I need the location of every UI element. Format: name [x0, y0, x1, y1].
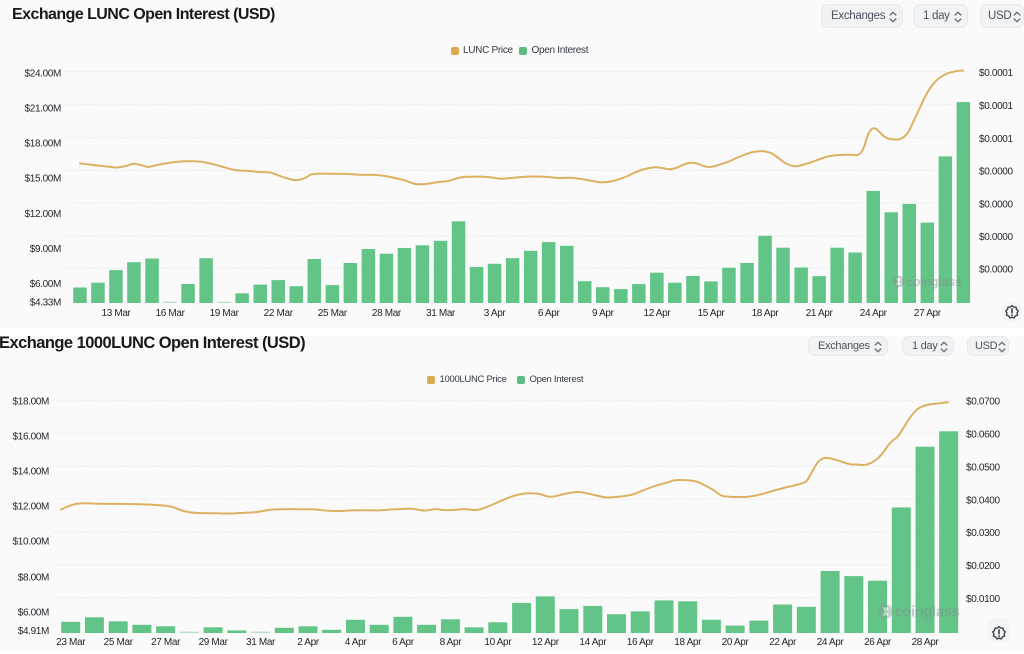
svg-text:$6.00M: $6.00M: [30, 279, 61, 290]
svg-text:$4.91M: $4.91M: [18, 626, 49, 637]
svg-text:$0.0100: $0.0100: [966, 594, 1000, 605]
svg-text:27 Mar: 27 Mar: [151, 637, 181, 648]
svg-text:$0.0001: $0.0001: [979, 134, 1013, 145]
svg-text:$0.0700: $0.0700: [966, 397, 1000, 408]
svg-text:$10.00M: $10.00M: [13, 537, 49, 548]
svg-text:19 Mar: 19 Mar: [210, 308, 240, 319]
svg-text:2 Apr: 2 Apr: [297, 637, 320, 648]
svg-text:$18.00M: $18.00M: [13, 396, 49, 407]
svg-text:$0.0600: $0.0600: [966, 430, 1000, 441]
svg-text:$12.00M: $12.00M: [25, 209, 61, 220]
svg-text:$0.0500: $0.0500: [966, 462, 1000, 473]
svg-text:21 Apr: 21 Apr: [806, 308, 834, 319]
svg-text:18 Apr: 18 Apr: [752, 308, 780, 319]
svg-text:12 Apr: 12 Apr: [643, 308, 671, 319]
svg-text:13 Mar: 13 Mar: [101, 308, 131, 319]
svg-text:$0.0200: $0.0200: [966, 561, 1000, 572]
svg-text:23 Mar: 23 Mar: [56, 637, 86, 648]
svg-text:29 Mar: 29 Mar: [199, 637, 229, 648]
svg-text:$0.0000: $0.0000: [979, 199, 1013, 210]
svg-text:16 Apr: 16 Apr: [627, 637, 655, 648]
svg-text:$16.00M: $16.00M: [13, 432, 49, 443]
svg-text:22 Apr: 22 Apr: [769, 637, 797, 648]
svg-text:31 Mar: 31 Mar: [246, 637, 276, 648]
svg-text:18 Apr: 18 Apr: [674, 637, 702, 648]
svg-text:$9.00M: $9.00M: [30, 244, 61, 255]
svg-text:$21.00M: $21.00M: [25, 104, 61, 115]
svg-text:26 Apr: 26 Apr: [864, 637, 892, 648]
svg-text:$12.00M: $12.00M: [13, 502, 49, 513]
svg-text:9 Apr: 9 Apr: [592, 308, 615, 319]
svg-text:$4.33M: $4.33M: [30, 298, 61, 309]
svg-text:31 Mar: 31 Mar: [426, 308, 456, 319]
svg-text:4 Apr: 4 Apr: [345, 637, 368, 648]
svg-text:25 Mar: 25 Mar: [318, 308, 348, 319]
svg-text:24 Apr: 24 Apr: [817, 637, 845, 648]
svg-text:24 Apr: 24 Apr: [860, 308, 888, 319]
svg-text:3 Apr: 3 Apr: [484, 308, 507, 319]
svg-text:10 Apr: 10 Apr: [484, 637, 512, 648]
svg-text:28 Apr: 28 Apr: [912, 637, 940, 648]
svg-text:$0.0001: $0.0001: [979, 68, 1013, 79]
svg-text:6 Apr: 6 Apr: [538, 308, 561, 319]
svg-text:20 Apr: 20 Apr: [722, 637, 750, 648]
svg-text:22 Mar: 22 Mar: [264, 308, 294, 319]
svg-text:$0.0001: $0.0001: [979, 101, 1013, 112]
svg-text:$6.00M: $6.00M: [18, 608, 49, 619]
svg-text:14 Apr: 14 Apr: [579, 637, 607, 648]
svg-text:$0.0300: $0.0300: [966, 528, 1000, 539]
svg-text:27 Apr: 27 Apr: [914, 308, 942, 319]
svg-text:8 Apr: 8 Apr: [440, 637, 463, 648]
svg-text:28 Mar: 28 Mar: [372, 308, 402, 319]
svg-text:coinglass: coinglass: [906, 275, 962, 289]
svg-text:$18.00M: $18.00M: [25, 139, 61, 150]
svg-text:$14.00M: $14.00M: [13, 466, 49, 477]
svg-text:coinglass: coinglass: [895, 605, 960, 621]
svg-text:6 Apr: 6 Apr: [392, 637, 415, 648]
svg-text:$8.00M: $8.00M: [18, 572, 49, 583]
svg-text:$0.0400: $0.0400: [966, 495, 1000, 506]
svg-text:25 Mar: 25 Mar: [104, 637, 134, 648]
svg-text:16 Mar: 16 Mar: [156, 308, 186, 319]
svg-text:$0.0000: $0.0000: [979, 232, 1013, 243]
svg-text:15 Apr: 15 Apr: [698, 308, 726, 319]
svg-text:$15.00M: $15.00M: [25, 174, 61, 185]
svg-text:$24.00M: $24.00M: [25, 68, 61, 79]
svg-text:12 Apr: 12 Apr: [532, 637, 560, 648]
svg-text:$0.0000: $0.0000: [979, 167, 1013, 178]
svg-text:$0.0000: $0.0000: [979, 265, 1013, 276]
